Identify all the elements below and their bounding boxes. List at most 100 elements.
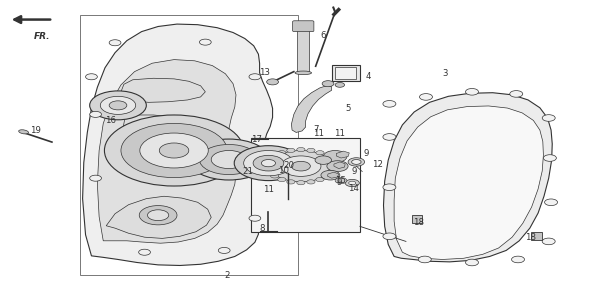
Circle shape xyxy=(278,151,286,155)
Circle shape xyxy=(211,150,247,169)
Circle shape xyxy=(297,181,305,185)
Text: 9: 9 xyxy=(336,178,342,187)
FancyBboxPatch shape xyxy=(531,232,542,240)
Text: 13: 13 xyxy=(260,68,270,77)
Circle shape xyxy=(253,155,284,171)
Circle shape xyxy=(307,180,315,184)
Polygon shape xyxy=(394,106,543,259)
Circle shape xyxy=(189,139,269,180)
Circle shape xyxy=(278,177,286,182)
Text: 17: 17 xyxy=(251,135,262,144)
Circle shape xyxy=(315,156,332,164)
Text: 12: 12 xyxy=(372,160,383,169)
FancyBboxPatch shape xyxy=(293,21,314,32)
FancyBboxPatch shape xyxy=(251,138,360,232)
Circle shape xyxy=(266,159,274,163)
Circle shape xyxy=(270,150,332,182)
Circle shape xyxy=(264,164,273,168)
Circle shape xyxy=(86,74,97,80)
Text: 18: 18 xyxy=(414,218,424,227)
Circle shape xyxy=(140,133,208,168)
Circle shape xyxy=(335,82,345,87)
Circle shape xyxy=(90,111,101,117)
Circle shape xyxy=(121,123,227,178)
Circle shape xyxy=(329,164,337,168)
Ellipse shape xyxy=(295,71,312,75)
Circle shape xyxy=(345,179,359,187)
Text: 19: 19 xyxy=(30,126,41,135)
Circle shape xyxy=(383,233,396,240)
Circle shape xyxy=(316,151,324,155)
Polygon shape xyxy=(291,85,332,132)
Circle shape xyxy=(287,148,295,153)
Text: 10: 10 xyxy=(278,166,289,175)
Circle shape xyxy=(244,150,293,176)
Circle shape xyxy=(266,169,274,173)
Circle shape xyxy=(543,155,556,161)
Text: 6: 6 xyxy=(320,31,326,40)
Text: 3: 3 xyxy=(442,69,448,78)
Circle shape xyxy=(271,154,279,159)
Circle shape xyxy=(199,144,258,175)
Circle shape xyxy=(249,215,261,221)
Circle shape xyxy=(349,181,356,185)
Circle shape xyxy=(466,88,478,95)
Circle shape xyxy=(218,247,230,253)
Circle shape xyxy=(418,256,431,263)
Polygon shape xyxy=(106,196,211,238)
Circle shape xyxy=(159,143,189,158)
Text: 5: 5 xyxy=(345,104,351,113)
Circle shape xyxy=(261,160,276,167)
Circle shape xyxy=(139,206,177,225)
Text: 8: 8 xyxy=(260,224,266,233)
Circle shape xyxy=(287,180,295,184)
Circle shape xyxy=(510,91,523,97)
Circle shape xyxy=(348,158,365,166)
Circle shape xyxy=(109,40,121,46)
Text: FR.: FR. xyxy=(34,32,51,41)
Circle shape xyxy=(297,147,305,152)
Text: 15: 15 xyxy=(335,176,346,185)
Polygon shape xyxy=(97,60,236,243)
Text: 14: 14 xyxy=(349,184,359,193)
Circle shape xyxy=(512,256,525,263)
Circle shape xyxy=(281,156,321,176)
Text: 16: 16 xyxy=(106,116,116,125)
Circle shape xyxy=(291,161,310,171)
Circle shape xyxy=(352,160,361,164)
Polygon shape xyxy=(123,115,204,141)
Circle shape xyxy=(148,210,169,221)
Circle shape xyxy=(383,101,396,107)
Text: 2: 2 xyxy=(224,271,230,280)
Circle shape xyxy=(199,39,211,45)
Circle shape xyxy=(139,249,150,255)
Circle shape xyxy=(327,161,348,172)
Text: 11: 11 xyxy=(263,185,274,194)
Ellipse shape xyxy=(19,130,28,134)
Text: 9: 9 xyxy=(351,167,357,176)
Circle shape xyxy=(322,81,334,87)
FancyBboxPatch shape xyxy=(332,65,360,81)
Text: 21: 21 xyxy=(242,167,253,176)
Polygon shape xyxy=(121,78,205,102)
FancyBboxPatch shape xyxy=(412,215,422,223)
Circle shape xyxy=(466,259,478,266)
Circle shape xyxy=(321,170,340,180)
Circle shape xyxy=(109,101,127,110)
Circle shape xyxy=(383,134,396,140)
Polygon shape xyxy=(334,162,345,169)
Text: 11: 11 xyxy=(313,129,324,138)
Polygon shape xyxy=(384,93,552,262)
Circle shape xyxy=(545,199,558,206)
Circle shape xyxy=(323,154,331,159)
Circle shape xyxy=(90,175,101,181)
Circle shape xyxy=(90,91,146,120)
Circle shape xyxy=(234,146,303,181)
Text: 4: 4 xyxy=(366,72,372,81)
FancyBboxPatch shape xyxy=(335,67,356,79)
Circle shape xyxy=(307,148,315,153)
Text: 18: 18 xyxy=(526,233,536,242)
Circle shape xyxy=(383,184,396,191)
Circle shape xyxy=(323,174,331,178)
Text: 7: 7 xyxy=(313,125,319,134)
